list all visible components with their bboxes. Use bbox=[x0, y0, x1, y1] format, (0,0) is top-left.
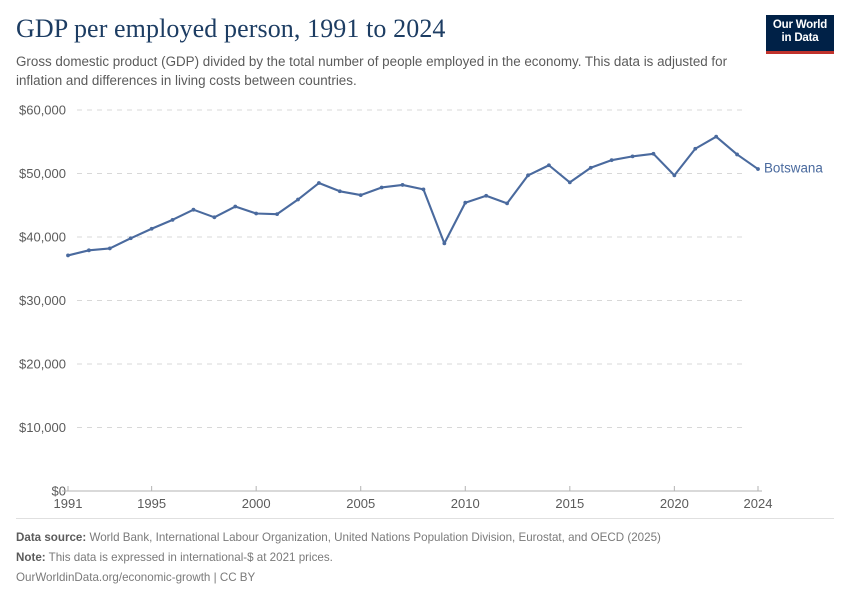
data-point[interactable] bbox=[191, 207, 196, 212]
chart-subtitle: Gross domestic product (GDP) divided by … bbox=[16, 53, 728, 88]
data-point[interactable] bbox=[212, 215, 217, 220]
x-axis-tick-label: 2020 bbox=[660, 496, 689, 510]
x-axis-tick-label: 2024 bbox=[744, 496, 773, 510]
owid-logo-line2: in Data bbox=[781, 32, 819, 45]
data-point[interactable] bbox=[505, 201, 509, 206]
gridlines-group bbox=[77, 109, 745, 428]
data-point[interactable] bbox=[609, 158, 614, 163]
y-axis-tick-label: $20,000 bbox=[19, 357, 66, 372]
footer-note-text: This data is expressed in international-… bbox=[48, 551, 333, 565]
data-point[interactable] bbox=[567, 180, 572, 185]
data-point[interactable] bbox=[630, 154, 635, 159]
x-axis-tick-label: 2000 bbox=[242, 496, 271, 510]
data-point[interactable] bbox=[66, 253, 70, 258]
y-axis-tick-label: $0 bbox=[52, 484, 66, 499]
data-point[interactable] bbox=[107, 246, 112, 251]
data-point[interactable] bbox=[233, 204, 238, 209]
series-line-botswana[interactable] bbox=[66, 135, 760, 257]
chart-header: GDP per employed person, 1991 to 2024 Gr… bbox=[16, 14, 834, 90]
footer-note-label: Note: bbox=[16, 551, 46, 565]
series-end-labels: Botswana bbox=[764, 161, 823, 176]
footer-source-row: Data source: World Bank, International L… bbox=[16, 528, 834, 548]
data-point[interactable] bbox=[149, 226, 154, 231]
y-axis-tick-label: $40,000 bbox=[19, 230, 66, 245]
data-point[interactable] bbox=[87, 248, 91, 253]
footer-source-text: World Bank, International Labour Organiz… bbox=[89, 531, 661, 545]
x-axis-group bbox=[62, 486, 762, 492]
series-group[interactable] bbox=[66, 134, 760, 258]
data-point[interactable] bbox=[379, 185, 384, 190]
y-axis-tick-labels: $0 $10,000 $20,000 $30,000 $40,000 $50,000 $60… bbox=[19, 103, 66, 499]
x-axis-tick-label: 2010 bbox=[451, 496, 480, 510]
data-point[interactable] bbox=[756, 167, 760, 171]
footer-license-link[interactable]: OurWorldinData.org/economic-growth | CC … bbox=[16, 571, 256, 585]
data-point[interactable] bbox=[547, 163, 551, 168]
data-point[interactable] bbox=[484, 193, 489, 198]
data-point[interactable] bbox=[442, 241, 447, 246]
data-point[interactable] bbox=[317, 181, 321, 185]
data-point[interactable] bbox=[170, 217, 175, 222]
data-point[interactable] bbox=[693, 146, 698, 151]
footer-source-label: Data source: bbox=[16, 531, 87, 545]
chart-footer: Data source: World Bank, International L… bbox=[16, 518, 834, 588]
y-axis-tick-label: $30,000 bbox=[19, 293, 66, 308]
data-point[interactable] bbox=[358, 193, 363, 197]
x-axis-tick-label: 2005 bbox=[346, 496, 375, 510]
y-axis-tick-label: $60,000 bbox=[19, 103, 66, 118]
data-point[interactable] bbox=[296, 197, 300, 202]
footer-license-row: OurWorldinData.org/economic-growth | CC … bbox=[16, 568, 834, 588]
x-axis-tick-label: 1991 bbox=[54, 496, 83, 510]
page-title: GDP per employed person, 1991 to 2024 bbox=[16, 14, 446, 43]
x-axis-tick-label: 2015 bbox=[555, 496, 584, 510]
line-chart-svg[interactable]: $0 $10,000 $20,000 $30,000 $40,000 $50,000 $60… bbox=[0, 98, 850, 511]
data-point[interactable] bbox=[400, 183, 405, 187]
y-axis-tick-label: $50,000 bbox=[19, 166, 66, 181]
x-axis-tick-label: 1995 bbox=[137, 496, 166, 510]
data-point[interactable] bbox=[463, 200, 468, 205]
owid-logo-line1: Our World bbox=[772, 19, 828, 31]
data-point[interactable] bbox=[672, 173, 677, 178]
data-point[interactable] bbox=[275, 212, 279, 217]
data-point[interactable] bbox=[128, 236, 133, 241]
data-point[interactable] bbox=[526, 173, 530, 178]
data-point[interactable] bbox=[651, 151, 656, 156]
data-point[interactable] bbox=[588, 165, 593, 170]
owid-logo[interactable]: Our World in Data bbox=[766, 15, 834, 54]
data-point[interactable] bbox=[337, 189, 342, 194]
data-point[interactable] bbox=[421, 187, 426, 192]
x-axis-tick-labels: 1991 1995 2000 2005 2010 2015 2020 2024 bbox=[54, 496, 773, 510]
data-point[interactable] bbox=[714, 134, 719, 139]
y-axis-tick-label: $10,000 bbox=[19, 420, 66, 435]
data-point[interactable] bbox=[254, 211, 259, 216]
series-end-label: Botswana bbox=[764, 161, 823, 176]
data-point[interactable] bbox=[735, 152, 739, 157]
chart-plot-area: $0 $10,000 $20,000 $30,000 $40,000 $50,000 $60… bbox=[0, 98, 850, 511]
footer-note-row: Note: This data is expressed in internat… bbox=[16, 548, 834, 568]
